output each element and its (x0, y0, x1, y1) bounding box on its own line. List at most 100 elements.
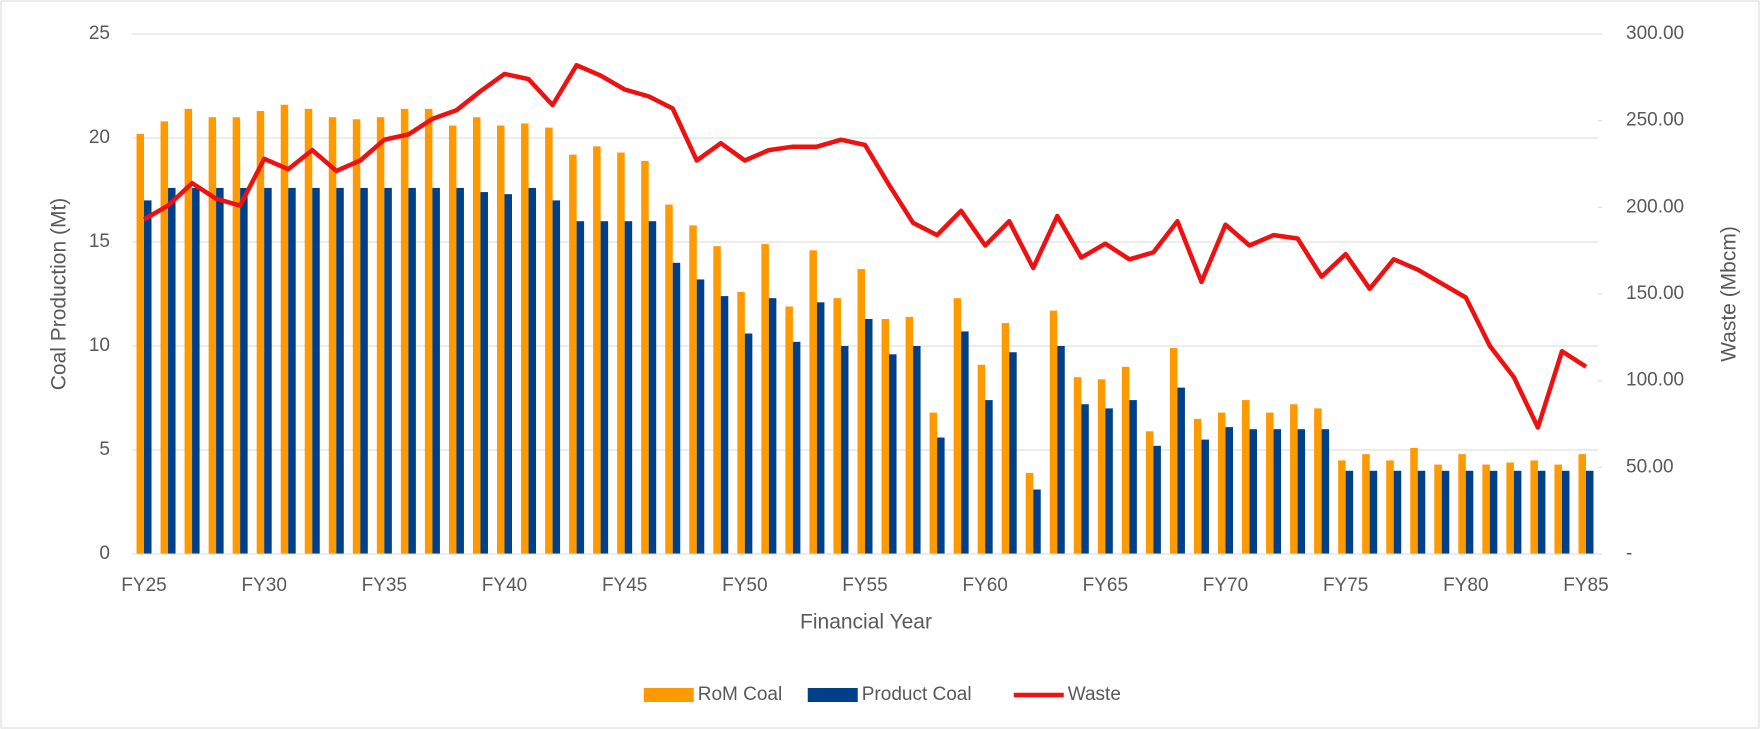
bar (144, 200, 152, 554)
bar (713, 246, 721, 554)
bar (545, 127, 553, 554)
x-tick-label: FY75 (1323, 575, 1368, 596)
bar (768, 298, 777, 554)
bar (472, 117, 481, 554)
bar (1537, 470, 1546, 554)
y-tick-label: 10 (89, 335, 110, 356)
x-tick-label: FY40 (482, 575, 527, 596)
bar (792, 341, 801, 554)
x-axis-title: Financial Year (800, 611, 932, 634)
x-tick-label: FY65 (1083, 575, 1128, 596)
bar (1554, 464, 1562, 554)
bar (328, 117, 337, 554)
bar (360, 187, 368, 555)
bar (400, 108, 409, 554)
bar (504, 194, 513, 554)
x-tick-label: FY25 (121, 575, 166, 596)
bar (665, 204, 673, 554)
bar (600, 221, 609, 554)
bar (1362, 454, 1370, 554)
bar (160, 121, 169, 555)
bar (1217, 412, 1226, 554)
bar (689, 225, 697, 555)
bar (1513, 470, 1522, 554)
line (142, 62, 1588, 430)
bar (809, 250, 817, 554)
bar (264, 187, 272, 555)
bar (432, 187, 440, 555)
bar (905, 316, 914, 554)
bar (1465, 470, 1474, 554)
bar (1225, 427, 1233, 554)
bar (1290, 404, 1298, 554)
y2-tick-label: 250.00 (1626, 110, 1684, 131)
x-tick-label: FY80 (1443, 575, 1488, 596)
bar (1345, 470, 1354, 554)
y2-tick-label: 150.00 (1626, 283, 1684, 304)
bar (1369, 470, 1378, 554)
legend-label: Product Coal (862, 684, 972, 705)
bar (1393, 470, 1402, 554)
bar (1297, 429, 1306, 554)
bar (240, 187, 248, 555)
bar (961, 331, 969, 554)
bar (184, 108, 193, 554)
bar (641, 160, 649, 554)
bar (1009, 352, 1017, 554)
bar (216, 187, 224, 555)
bar (1049, 310, 1058, 554)
y2-tick-label: 50.00 (1626, 456, 1674, 477)
bar (1201, 439, 1209, 554)
bar (720, 296, 729, 554)
bar (1266, 412, 1274, 554)
bar (232, 117, 241, 554)
bar (1105, 408, 1113, 554)
y-tick-label: 0 (99, 543, 110, 564)
bar (1578, 454, 1586, 554)
y-tick-label: 15 (89, 231, 110, 252)
bar (744, 333, 753, 554)
y2-tick-label: 100.00 (1626, 370, 1684, 391)
bar (569, 154, 577, 554)
bar (929, 412, 938, 554)
bar (280, 104, 289, 554)
bar (1057, 346, 1065, 554)
bar (1073, 377, 1082, 554)
y-tick-label: 25 (89, 23, 110, 44)
bar (312, 187, 320, 555)
bar (937, 437, 945, 554)
bar (1033, 489, 1041, 554)
bar (456, 187, 464, 555)
bar (840, 346, 849, 554)
bar (1482, 464, 1490, 554)
bar (1129, 400, 1137, 554)
bar (384, 187, 392, 555)
bar (1506, 462, 1514, 554)
x-tick-label: FY50 (722, 575, 767, 596)
y2-tick-label: 300.00 (1626, 23, 1684, 44)
bar (1321, 429, 1330, 554)
y2-tick-label: 200.00 (1626, 196, 1684, 217)
bar (1434, 464, 1442, 554)
bar (785, 306, 793, 554)
bar (304, 108, 313, 554)
bar (1081, 404, 1089, 554)
bar (1153, 445, 1161, 554)
x-tick-label: FY35 (362, 575, 407, 596)
bar (889, 354, 897, 554)
bar (1169, 348, 1178, 554)
bar (552, 200, 561, 554)
bar (816, 302, 825, 554)
bar (424, 108, 433, 554)
bar (865, 318, 873, 554)
bar (1025, 472, 1034, 554)
y-axis-title: Coal Production (Mt) (48, 198, 71, 391)
bar (480, 192, 488, 554)
bar (1410, 447, 1418, 554)
bar (192, 187, 200, 555)
bar (1242, 400, 1250, 554)
bar (1249, 429, 1258, 554)
bar (1561, 470, 1570, 554)
bar (672, 262, 681, 554)
